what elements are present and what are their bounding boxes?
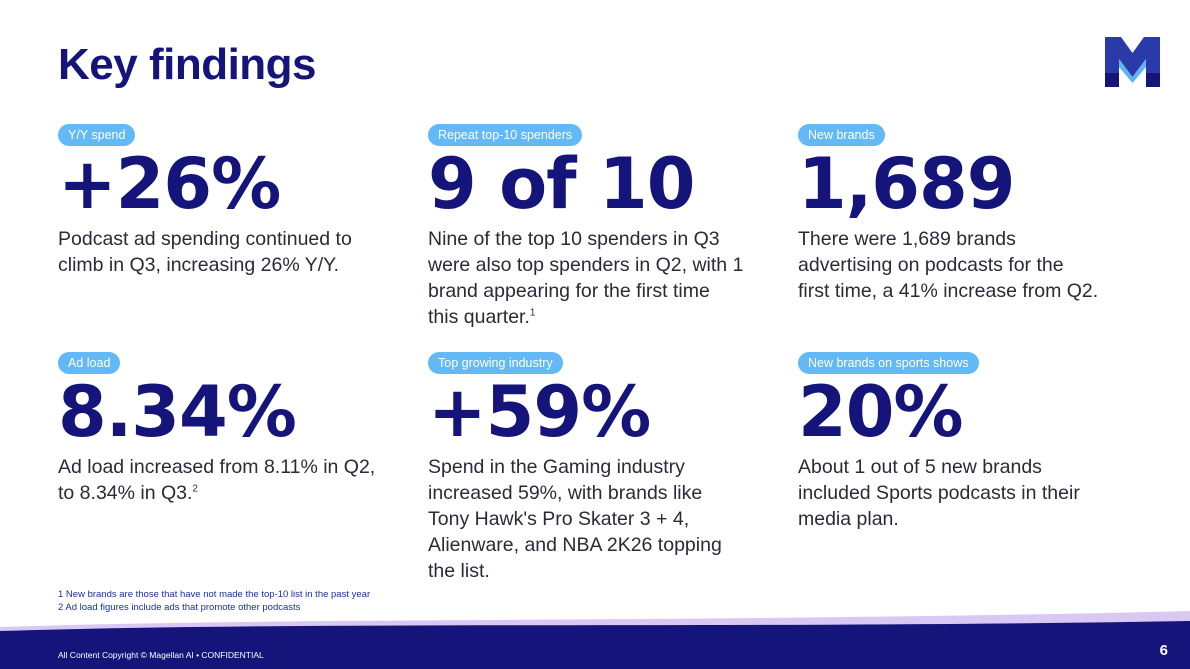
description-line: advertising on podcasts for the — [798, 254, 1064, 276]
footer-wave — [0, 611, 1190, 669]
finding-label: Repeat top-10 spenders — [428, 124, 583, 146]
description-line: were also top spenders in Q2, with 1 — [428, 254, 744, 276]
description-line: brand appearing for the first time — [428, 280, 710, 302]
finding-value: 9 of 10 — [428, 143, 695, 225]
copyright-text: All Content Copyright © Magellan AI • CO… — [58, 650, 264, 660]
description-line: the list. — [428, 560, 490, 582]
page-title: Key findings — [58, 40, 317, 89]
footnote: 2 Ad load figures include ads that promo… — [58, 602, 301, 613]
description-line: Ad load increased from 8.11% in Q2, — [58, 456, 376, 478]
description-line: Podcast ad spending continued to — [58, 228, 352, 250]
finding-value: +26% — [58, 143, 281, 225]
finding-description: Ad load increased from 8.11% in Q2, to 8… — [58, 454, 403, 506]
description-line: Alienware, and NBA 2K26 topping — [428, 534, 722, 556]
finding-card: Ad load 8.34% Ad load increased from 8.1… — [58, 352, 403, 506]
footnote-ref: 1 — [529, 307, 536, 319]
page-number: 6 — [1159, 642, 1168, 659]
description-line: increased 59%, with brands like — [428, 482, 703, 504]
finding-card: New brands 1,689 There were 1,689 brands… — [798, 124, 1143, 304]
finding-description: There were 1,689 brands advertising on p… — [798, 226, 1143, 304]
magellan-m-logo-icon — [1105, 37, 1160, 87]
description-line: There were 1,689 brands — [798, 228, 1016, 250]
finding-label: Top growing industry — [428, 352, 563, 374]
finding-card: Y/Y spend +26% Podcast ad spending conti… — [58, 124, 403, 278]
description-line: first time, a 41% increase from Q2. — [798, 280, 1099, 302]
finding-value: 1,689 — [798, 143, 1015, 225]
description-line: media plan. — [798, 508, 899, 530]
description-line: this quarter.1 — [428, 304, 773, 330]
finding-description: Podcast ad spending continued to climb i… — [58, 226, 403, 278]
description-line: Spend in the Gaming industry — [428, 456, 685, 478]
finding-value: 8.34% — [58, 371, 297, 453]
description-line: climb in Q3, increasing 26% Y/Y. — [58, 254, 340, 276]
finding-label: New brands on sports shows — [798, 352, 979, 374]
footnote-ref: 2 — [192, 483, 198, 495]
footnote: 1 New brands are those that have not mad… — [58, 589, 371, 600]
finding-value: 20% — [798, 371, 964, 453]
description-line: to 8.34% in Q3.2 — [58, 480, 403, 506]
finding-label: Y/Y spend — [58, 124, 136, 146]
finding-description: Nine of the top 10 spenders in Q3 were a… — [428, 226, 773, 330]
description-line: About 1 out of 5 new brands — [798, 456, 1042, 478]
description-line: Nine of the top 10 spenders in Q3 — [428, 228, 720, 250]
finding-label: Ad load — [58, 352, 121, 374]
finding-description: Spend in the Gaming industry increased 5… — [428, 454, 773, 584]
finding-value: +59% — [428, 371, 651, 453]
description-text: to 8.34% in Q3. — [58, 482, 193, 504]
footnotes: 1 New brands are those that have not mad… — [58, 588, 370, 614]
finding-card: New brands on sports shows 20% About 1 o… — [798, 352, 1143, 532]
description-text: this quarter. — [428, 306, 530, 328]
finding-label: New brands — [798, 124, 885, 146]
finding-card: Repeat top-10 spenders 9 of 10 Nine of t… — [428, 124, 773, 330]
finding-card: Top growing industry +59% Spend in the G… — [428, 352, 773, 584]
description-line: included Sports podcasts in their — [798, 482, 1080, 504]
finding-description: About 1 out of 5 new brands included Spo… — [798, 454, 1143, 532]
description-line: Tony Hawk's Pro Skater 3 + 4, — [428, 508, 690, 530]
